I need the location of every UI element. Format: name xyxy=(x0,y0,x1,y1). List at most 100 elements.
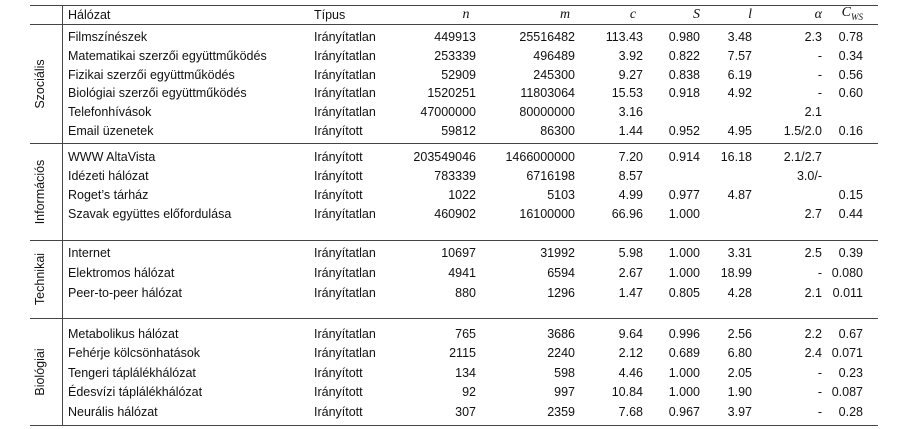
value-cell: 7.57 xyxy=(727,48,752,63)
value-cell: 2.1 xyxy=(804,105,822,120)
network-name: Email üzenetek xyxy=(68,124,154,138)
value-cell: 0.78 xyxy=(838,30,863,44)
value-cell: 2240 xyxy=(547,346,575,361)
network-type: Irányított xyxy=(314,124,363,138)
value-cell: 0.838 xyxy=(668,67,700,82)
value-cell: 1296 xyxy=(547,286,575,300)
network-name: Telefonhívások xyxy=(68,105,152,120)
value-cell: 496489 xyxy=(533,48,575,63)
value-cell: - xyxy=(817,404,822,419)
header-cell: Hálózat xyxy=(68,8,111,22)
network-type: Irányítatlan xyxy=(314,67,376,82)
value-cell: 4.95 xyxy=(727,124,752,138)
value-cell: 2115 xyxy=(449,346,476,361)
value-cell: 1.000 xyxy=(668,365,700,380)
network-type: Irányított xyxy=(314,404,363,419)
header-cell: l xyxy=(748,7,752,22)
network-type: Irányított xyxy=(314,385,363,400)
value-cell: 0.080 xyxy=(831,266,863,280)
value-cell: 2.12 xyxy=(618,346,643,361)
value-cell: 0.952 xyxy=(668,124,700,138)
value-cell: 10.84 xyxy=(611,385,643,400)
value-cell: 3.48 xyxy=(727,30,752,44)
header-cell: S xyxy=(693,7,700,22)
header-cell: CWS xyxy=(743,5,863,25)
value-cell: 1466000000 xyxy=(505,150,575,164)
value-cell: 4.46 xyxy=(618,365,643,380)
value-cell: 2.5 xyxy=(804,246,822,260)
rule xyxy=(30,318,878,319)
value-cell: 0.996 xyxy=(668,327,700,341)
value-cell: 31992 xyxy=(540,246,575,260)
network-type: Irányítatlan xyxy=(314,246,376,260)
value-cell: 0.16 xyxy=(838,124,863,138)
value-cell: 47000000 xyxy=(420,105,476,120)
value-cell: 0.56 xyxy=(838,67,863,82)
group-label: Technikai xyxy=(33,252,47,306)
value-cell: 2.56 xyxy=(727,327,752,341)
value-cell: 3.0/- xyxy=(796,169,822,183)
network-type: Irányított xyxy=(314,169,363,183)
value-cell: 3686 xyxy=(547,327,575,341)
value-cell: 3.92 xyxy=(618,48,643,63)
value-cell: 4.99 xyxy=(618,188,643,202)
value-cell: 2359 xyxy=(547,404,575,419)
value-cell: 2.67 xyxy=(618,266,643,280)
network-name: Neurális hálózat xyxy=(68,404,158,419)
network-type: Irányítatlan xyxy=(314,266,376,280)
value-cell: 3.31 xyxy=(727,246,752,260)
value-cell: 2.05 xyxy=(727,365,752,380)
value-cell: 0.822 xyxy=(668,48,700,63)
rule xyxy=(30,425,878,426)
value-cell: 997 xyxy=(554,385,575,400)
value-cell: 7.20 xyxy=(618,150,643,164)
value-cell: 0.011 xyxy=(832,286,863,300)
value-cell: - xyxy=(817,365,822,380)
value-cell: 3.16 xyxy=(618,105,643,120)
value-cell: 0.918 xyxy=(668,86,700,101)
group-label: Információs xyxy=(33,159,47,224)
header-cell: c xyxy=(629,7,637,22)
value-cell: 4.28 xyxy=(727,286,752,300)
header-subscript: WS xyxy=(851,11,863,22)
network-name: Édesvízi táplálékhálózat xyxy=(68,385,203,400)
value-cell: 0.689 xyxy=(668,346,700,361)
value-cell: 80000000 xyxy=(519,105,575,120)
value-cell: 5103 xyxy=(547,188,575,202)
value-cell: 9.64 xyxy=(618,327,643,341)
value-cell: 8.57 xyxy=(618,169,643,183)
value-cell: 6716198 xyxy=(526,169,575,183)
rule xyxy=(62,5,63,425)
rule xyxy=(30,5,878,6)
network-type: Irányítatlan xyxy=(314,48,376,63)
network-type: Irányítatlan xyxy=(314,286,376,300)
value-cell: 460902 xyxy=(434,207,476,221)
network-name: Fizikai szerzői együttműködés xyxy=(68,67,235,82)
value-cell: 1.90 xyxy=(727,385,752,400)
value-cell: 10697 xyxy=(441,246,476,260)
value-cell: 0.977 xyxy=(668,188,700,202)
value-cell: 2.1/2.7 xyxy=(783,150,822,164)
network-type: Irányítatlan xyxy=(314,327,376,341)
value-cell: 598 xyxy=(554,365,575,380)
value-cell: 6.19 xyxy=(727,67,752,82)
network-name: Matematikai szerzői együttműködés xyxy=(68,48,267,63)
value-cell: 1.44 xyxy=(618,124,643,138)
value-cell: 880 xyxy=(455,286,476,300)
network-type: Irányítatlan xyxy=(314,30,376,44)
value-cell: 0.087 xyxy=(831,385,863,400)
value-cell: 0.15 xyxy=(838,188,863,202)
value-cell: - xyxy=(817,385,822,400)
value-cell: 5.98 xyxy=(618,246,643,260)
value-cell: 1.000 xyxy=(668,266,700,280)
value-cell: 0.67 xyxy=(838,327,863,341)
network-type: Irányítatlan xyxy=(314,86,376,101)
network-type: Irányítatlan xyxy=(314,105,376,120)
value-cell: 449913 xyxy=(434,30,476,44)
rule xyxy=(30,143,878,144)
value-cell: 9.27 xyxy=(618,67,643,82)
value-cell: 0.60 xyxy=(838,86,863,101)
value-cell: 11803064 xyxy=(520,86,575,101)
value-cell: 203549046 xyxy=(413,150,476,164)
